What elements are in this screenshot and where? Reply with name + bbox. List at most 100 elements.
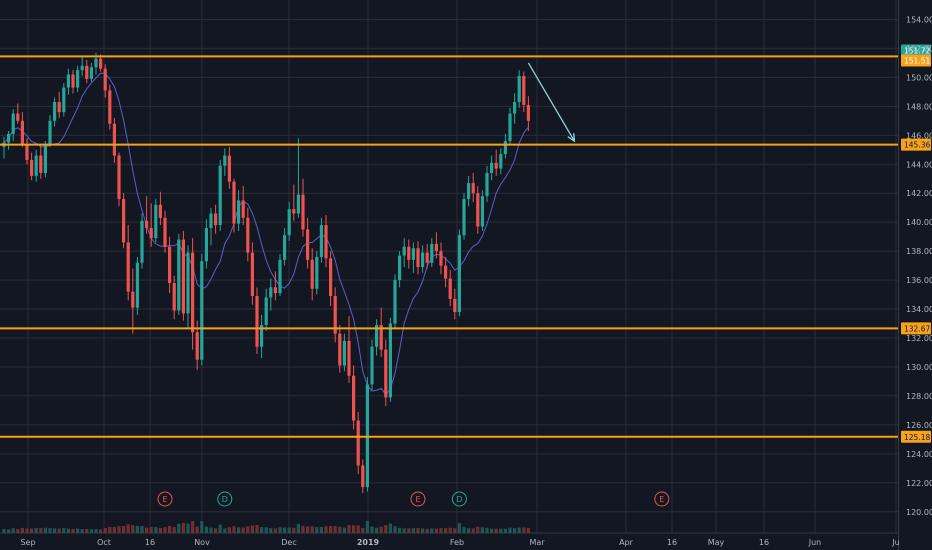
candle[interactable] — [306, 217, 310, 269]
candle[interactable] — [522, 71, 526, 113]
candle[interactable] — [301, 178, 305, 237]
event-badge[interactable]: D — [451, 491, 467, 507]
candle[interactable] — [39, 145, 43, 179]
candle[interactable] — [241, 185, 245, 226]
candle[interactable] — [108, 84, 112, 130]
candle[interactable] — [16, 103, 20, 124]
candle[interactable] — [25, 138, 29, 165]
candle[interactable] — [71, 70, 75, 94]
candle[interactable] — [48, 115, 52, 147]
price-axis[interactable]: 154.00 152.00 150.00 148.00 146.00 144.00 142.… — [906, 15, 932, 516]
candle[interactable] — [315, 251, 319, 295]
candle[interactable] — [329, 251, 333, 307]
candle[interactable] — [145, 196, 149, 234]
candle[interactable] — [172, 275, 176, 320]
candle[interactable] — [53, 97, 57, 127]
candle[interactable] — [80, 55, 84, 76]
candle[interactable] — [255, 287, 259, 354]
candle[interactable] — [347, 316, 351, 383]
candle[interactable] — [517, 70, 521, 108]
candle[interactable] — [379, 307, 383, 357]
candle[interactable] — [204, 219, 208, 269]
candle[interactable] — [260, 314, 264, 359]
candle[interactable] — [11, 109, 15, 142]
event-badge[interactable]: D — [217, 491, 233, 507]
candle[interactable] — [209, 207, 213, 246]
candle[interactable] — [467, 175, 471, 207]
candle[interactable] — [375, 319, 379, 356]
candle[interactable] — [365, 377, 369, 492]
candle[interactable] — [126, 225, 130, 301]
projection-arrow[interactable] — [527, 62, 576, 143]
candle[interactable] — [494, 149, 498, 176]
candle[interactable] — [149, 203, 153, 247]
candle[interactable] — [356, 411, 360, 475]
candle[interactable] — [398, 251, 402, 288]
candle[interactable] — [264, 288, 268, 331]
candle[interactable] — [283, 227, 287, 266]
candle[interactable] — [503, 133, 507, 159]
candle[interactable] — [361, 459, 365, 493]
candle[interactable] — [43, 141, 47, 178]
candle[interactable] — [232, 178, 236, 233]
candle[interactable] — [273, 271, 277, 301]
candle[interactable] — [246, 207, 250, 262]
candle[interactable] — [227, 146, 231, 189]
event-badge[interactable]: E — [410, 491, 426, 507]
candle[interactable] — [480, 190, 484, 231]
candle[interactable] — [370, 339, 374, 391]
candle[interactable] — [342, 333, 346, 372]
candle[interactable] — [411, 242, 415, 273]
candle[interactable] — [34, 149, 38, 182]
candle[interactable] — [388, 317, 392, 402]
candle[interactable] — [319, 217, 323, 263]
candle[interactable] — [131, 268, 135, 334]
event-badge[interactable]: E — [157, 491, 173, 507]
candle[interactable] — [296, 138, 300, 218]
candle[interactable] — [485, 165, 489, 202]
candle[interactable] — [434, 232, 438, 259]
candle[interactable] — [292, 184, 296, 221]
candle[interactable] — [526, 96, 530, 131]
candle[interactable] — [476, 185, 480, 234]
candle[interactable] — [66, 68, 70, 95]
candle[interactable] — [471, 172, 475, 202]
candle[interactable] — [513, 93, 517, 124]
candle[interactable] — [421, 245, 425, 273]
candle[interactable] — [457, 229, 461, 317]
candle[interactable] — [448, 269, 452, 307]
candle[interactable] — [499, 148, 503, 175]
candle[interactable] — [168, 236, 172, 294]
candle[interactable] — [453, 288, 457, 320]
candle[interactable] — [57, 91, 61, 118]
candle[interactable] — [324, 214, 328, 268]
candle[interactable] — [490, 155, 494, 181]
event-badge[interactable]: E — [654, 491, 670, 507]
candle[interactable] — [269, 278, 273, 311]
candle[interactable] — [85, 60, 89, 84]
candlestick-series[interactable] — [2, 52, 530, 493]
candle[interactable] — [278, 254, 282, 297]
candle[interactable] — [30, 152, 34, 181]
candle[interactable] — [181, 230, 185, 321]
candle[interactable] — [402, 238, 406, 268]
time-axis[interactable]: Sep Oct 16 Nov Dec 2019 Feb Mar Apr 16 May 16 Jun Ju — [20, 538, 899, 547]
candle[interactable] — [407, 239, 411, 269]
candle[interactable] — [218, 159, 222, 231]
arrow-shaft[interactable] — [527, 62, 575, 142]
candle[interactable] — [237, 190, 241, 231]
candle[interactable] — [444, 256, 448, 288]
candle[interactable] — [393, 274, 397, 330]
candle[interactable] — [200, 254, 204, 366]
candle[interactable] — [117, 152, 121, 207]
candle[interactable] — [103, 64, 107, 98]
candle[interactable] — [122, 193, 126, 249]
candle[interactable] — [177, 233, 181, 315]
candle[interactable] — [384, 339, 388, 407]
candle[interactable] — [7, 130, 11, 150]
candle[interactable] — [310, 248, 314, 301]
candle[interactable] — [20, 112, 24, 147]
candle[interactable] — [338, 324, 342, 373]
